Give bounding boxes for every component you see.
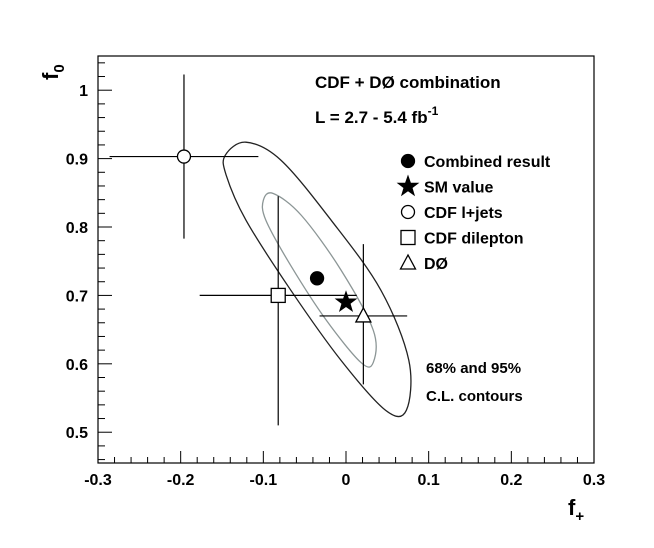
x-tick-label: 0.1 <box>418 472 440 489</box>
y-tick-label: 0.8 <box>66 220 88 237</box>
x-tick-label: -0.1 <box>250 472 278 489</box>
x-tick-label: 0.3 <box>583 472 605 489</box>
subtitle-text: L = 2.7 - 5.4 fb <box>315 108 428 127</box>
x-label-sub: + <box>575 508 584 525</box>
legend-label: Combined result <box>424 154 551 171</box>
y-tick-label: 0.9 <box>66 152 88 169</box>
subtitle-sup: -1 <box>428 104 439 118</box>
annotation: C.L. contours <box>426 388 523 405</box>
x-tick-label: 0 <box>342 472 351 489</box>
marker <box>334 290 358 312</box>
marker <box>354 306 372 323</box>
annotation: 68% and 95% <box>426 360 521 377</box>
legend-marker <box>399 253 417 270</box>
chart-title: CDF + DØ combination <box>315 73 501 92</box>
legend-marker <box>396 174 420 197</box>
contour <box>222 141 412 418</box>
legend-marker <box>400 153 416 169</box>
x-tick-label: -0.3 <box>84 472 112 489</box>
y-axis-label: f0 <box>38 64 68 80</box>
x-tick-label: 0.2 <box>500 472 522 489</box>
marker <box>270 287 286 304</box>
legend-label: CDF l+jets <box>424 205 503 222</box>
y-tick-label: 0.6 <box>66 357 88 374</box>
y-tick-label: 1 <box>79 83 88 100</box>
x-axis-label: f+ <box>568 495 584 525</box>
x-label-text: f <box>568 495 576 520</box>
y-tick-label: 0.7 <box>66 288 88 305</box>
marker <box>309 271 325 286</box>
y-tick-label: 0.5 <box>66 425 88 442</box>
y-label-text: f <box>38 72 63 80</box>
y-label-sub: 0 <box>51 64 68 72</box>
legend-marker <box>400 204 416 220</box>
chart-subtitle: L = 2.7 - 5.4 fb-1 <box>315 104 439 127</box>
contour <box>261 192 377 368</box>
legend-label: DØ <box>424 256 448 273</box>
x-tick-label: -0.2 <box>167 472 195 489</box>
marker <box>176 149 192 164</box>
legend-label: CDF dilepton <box>424 231 524 248</box>
legend-label: SM value <box>424 180 493 197</box>
legend-marker <box>400 229 416 246</box>
